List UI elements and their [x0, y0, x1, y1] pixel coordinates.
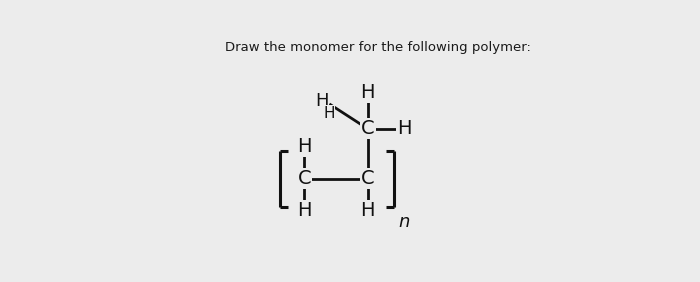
Text: H: H [397, 119, 411, 138]
Text: C: C [361, 169, 374, 188]
Text: H: H [298, 201, 312, 220]
Text: H: H [323, 105, 335, 120]
Text: C: C [298, 169, 312, 188]
Text: H: H [360, 83, 375, 102]
Text: Draw the monomer for the following polymer:: Draw the monomer for the following polym… [225, 41, 531, 54]
Text: H: H [360, 201, 375, 220]
Text: C: C [361, 119, 374, 138]
Text: n: n [398, 213, 410, 230]
Text: H: H [298, 137, 312, 157]
Text: H: H [315, 92, 328, 110]
